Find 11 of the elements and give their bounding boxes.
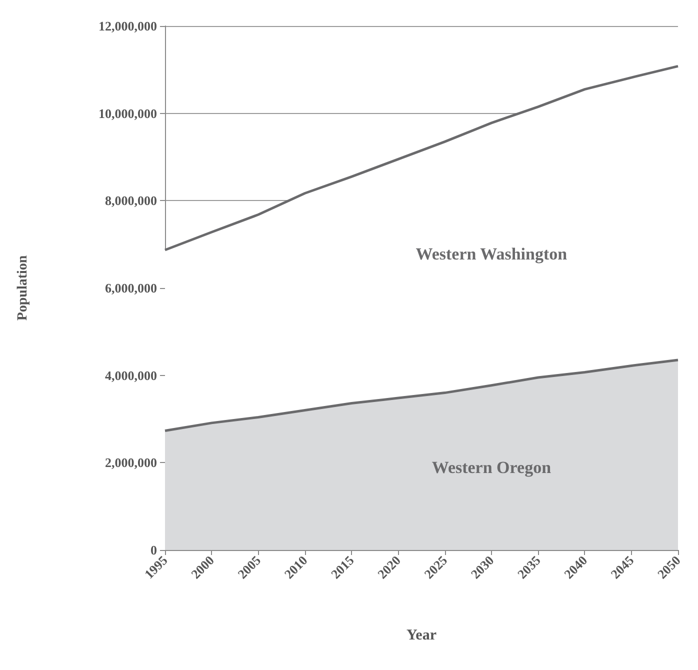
y-tick-label: 12,000,000 [98, 18, 157, 34]
y-axis-title: Population [16, 255, 30, 321]
y-tick-label: 4,000,000 [105, 368, 157, 383]
series-label: Western Washington [416, 244, 568, 264]
x-axis-title: Year [406, 628, 437, 644]
y-tick-label: 10,000,000 [98, 106, 157, 121]
y-tick-label: 0 [150, 542, 157, 558]
y-tick-label: 8,000,000 [105, 193, 157, 208]
y-tick-label: 6,000,000 [105, 280, 157, 296]
series-label: Western Oregon [432, 458, 552, 478]
y-tick-label: 2,000,000 [105, 455, 157, 470]
